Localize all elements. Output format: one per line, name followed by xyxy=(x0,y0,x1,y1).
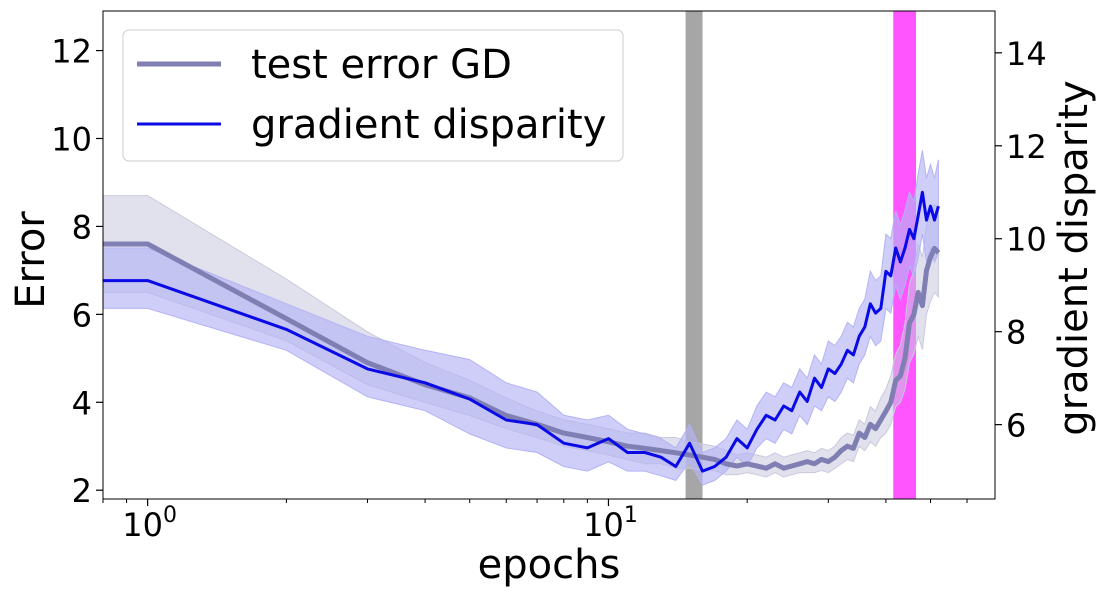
legend-box xyxy=(122,29,624,162)
y-left-tick-label: 2 xyxy=(72,472,92,510)
y-left-tick-label: 4 xyxy=(72,384,92,422)
y-axis-right: 6 8 10 12 14 xyxy=(995,35,1047,445)
y-axis-right-title: gradient disparity xyxy=(1051,80,1097,435)
y-axis-left-title: Error xyxy=(8,211,54,309)
series-line-0 xyxy=(103,241,941,471)
highlight-span-0 xyxy=(685,11,703,499)
x-tick-label: 100 xyxy=(122,503,177,544)
y-left-tick-label: 6 xyxy=(72,296,92,334)
x-axis-title: epochs xyxy=(478,542,621,588)
y-right-tick-label: 10 xyxy=(1006,221,1047,259)
confidence-bands xyxy=(102,150,939,486)
y-right-tick-label: 14 xyxy=(1006,35,1047,73)
legend: test error GD gradient disparity xyxy=(122,29,624,162)
y-left-tick-label: 8 xyxy=(72,208,92,246)
legend-label-gradient-disparity: gradient disparity xyxy=(251,102,606,148)
y-left-tick-label: 12 xyxy=(51,33,92,71)
band-1 xyxy=(102,150,939,486)
series-lines xyxy=(103,190,941,473)
y-right-tick-label: 8 xyxy=(1006,314,1026,352)
plot-frame xyxy=(102,10,996,500)
y-left-tick-label: 10 xyxy=(51,120,92,158)
y-axis-left: 2 4 6 8 10 12 xyxy=(51,33,103,510)
x-axis: 100 101 xyxy=(102,499,968,544)
y-right-tick-label: 6 xyxy=(1006,407,1026,445)
series-line-1 xyxy=(103,190,940,473)
x-tick-label: 101 xyxy=(583,503,638,544)
y-right-tick-label: 12 xyxy=(1006,128,1047,166)
legend-label-test-error: test error GD xyxy=(251,42,512,88)
